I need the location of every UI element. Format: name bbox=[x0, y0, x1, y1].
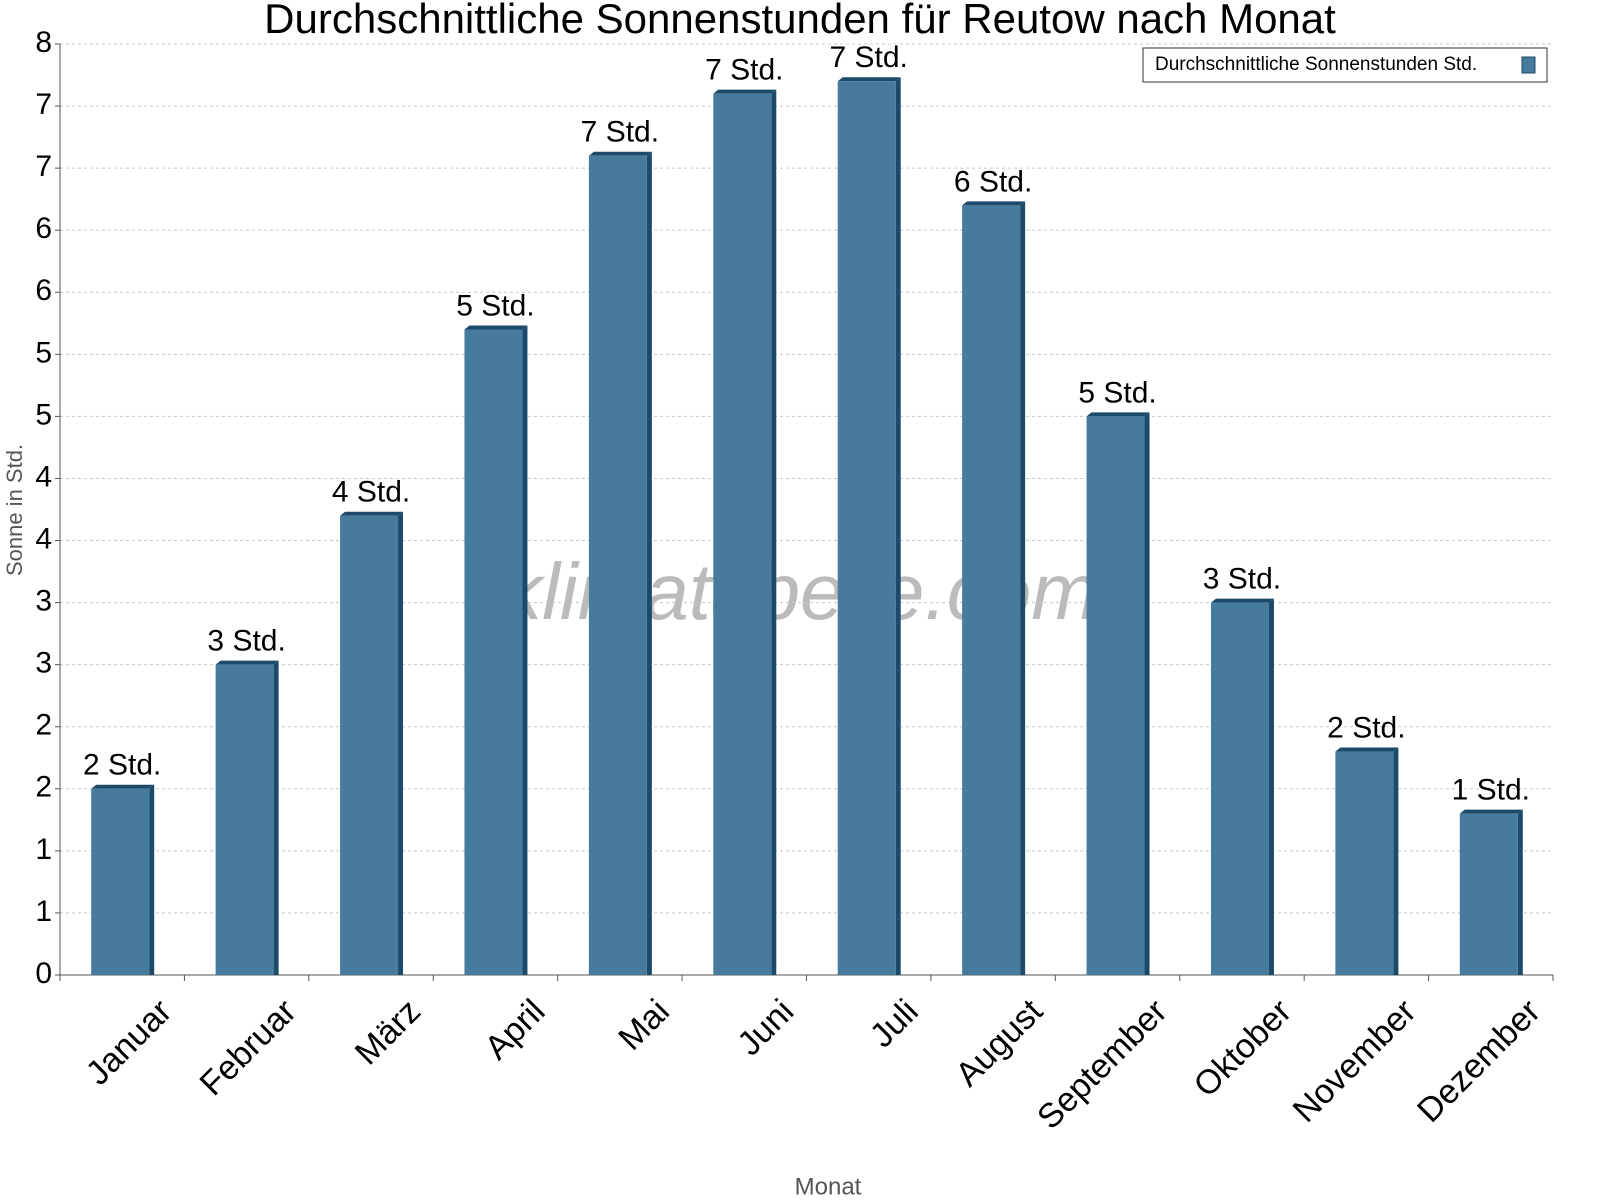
chart-title: Durchschnittliche Sonnenstunden für Reut… bbox=[264, 0, 1336, 42]
bar bbox=[215, 664, 274, 975]
bar-top bbox=[1210, 598, 1274, 603]
x-tick-label: Januar bbox=[79, 992, 179, 1092]
x-tick-label: November bbox=[1286, 992, 1424, 1130]
value-label: 7 Std. bbox=[830, 41, 908, 74]
bar-top bbox=[91, 784, 155, 789]
bar bbox=[1086, 416, 1145, 975]
y-tick-label: 6 bbox=[35, 274, 52, 307]
bar-side bbox=[273, 660, 279, 975]
bar bbox=[1459, 813, 1518, 975]
value-label: 3 Std. bbox=[207, 625, 285, 658]
bar-side bbox=[1268, 598, 1274, 975]
bar-top bbox=[962, 201, 1026, 206]
bar bbox=[588, 155, 647, 976]
bar-top bbox=[1086, 412, 1150, 417]
x-axis-label: Monat bbox=[795, 1173, 862, 1200]
bar bbox=[1210, 602, 1269, 975]
bar-side bbox=[646, 151, 652, 976]
bar-side bbox=[1517, 809, 1523, 975]
bar-side bbox=[522, 325, 528, 975]
x-tick-label: Oktober bbox=[1187, 992, 1299, 1104]
bar bbox=[837, 81, 896, 976]
value-label: 4 Std. bbox=[332, 476, 410, 509]
value-label: 7 Std. bbox=[705, 54, 783, 87]
x-tick-label: Dezember bbox=[1410, 992, 1548, 1130]
y-tick-label: 2 bbox=[35, 771, 52, 804]
bar-top bbox=[1459, 809, 1523, 814]
bar bbox=[713, 93, 772, 976]
y-tick-label: 2 bbox=[35, 709, 52, 742]
bar bbox=[464, 329, 523, 975]
y-tick-label: 7 bbox=[35, 88, 52, 121]
value-label: 1 Std. bbox=[1452, 774, 1530, 807]
bar-top bbox=[1335, 747, 1399, 752]
legend-label: Durchschnittliche Sonnenstunden Std. bbox=[1155, 54, 1477, 75]
x-tick-label: Mai bbox=[611, 992, 677, 1058]
x-tick-label: September bbox=[1030, 992, 1174, 1136]
y-axis-label: Sonne in Std. bbox=[2, 444, 27, 576]
bar-side bbox=[1393, 747, 1399, 975]
bar-top bbox=[588, 151, 652, 156]
legend-swatch bbox=[1521, 56, 1536, 74]
y-tick-label: 7 bbox=[35, 150, 52, 183]
value-label: 5 Std. bbox=[1078, 376, 1156, 409]
bar-side bbox=[398, 511, 404, 975]
x-tick-label: April bbox=[477, 992, 552, 1067]
value-label: 5 Std. bbox=[456, 289, 534, 322]
y-tick-label: 3 bbox=[35, 585, 52, 618]
value-label: 7 Std. bbox=[581, 116, 659, 149]
x-tick-label: Juli bbox=[863, 992, 926, 1055]
bar bbox=[962, 205, 1021, 975]
y-tick-label: 6 bbox=[35, 212, 52, 245]
y-tick-label: 8 bbox=[35, 26, 52, 59]
value-label: 6 Std. bbox=[954, 165, 1032, 198]
bar-top bbox=[713, 89, 777, 94]
value-label: 2 Std. bbox=[83, 749, 161, 782]
value-label: 2 Std. bbox=[1327, 711, 1405, 744]
bar-top bbox=[464, 325, 528, 330]
bar bbox=[1335, 751, 1394, 975]
bar-top bbox=[215, 660, 279, 665]
y-tick-label: 4 bbox=[35, 522, 52, 555]
y-tick-label: 4 bbox=[35, 460, 52, 493]
bar-top bbox=[837, 77, 901, 82]
value-label: 3 Std. bbox=[1203, 563, 1281, 596]
y-tick-label: 1 bbox=[35, 895, 52, 928]
legend-box bbox=[1142, 47, 1548, 83]
y-tick-label: 5 bbox=[35, 398, 52, 431]
x-tick-label: März bbox=[348, 992, 428, 1072]
y-tick-label: 5 bbox=[35, 336, 52, 369]
bar bbox=[340, 515, 399, 975]
x-tick-label: August bbox=[948, 992, 1050, 1094]
y-tick-label: 0 bbox=[35, 957, 52, 990]
bar-side bbox=[895, 77, 901, 976]
x-tick-label: Juni bbox=[730, 992, 801, 1063]
y-tick-label: 3 bbox=[35, 647, 52, 680]
bar-top bbox=[340, 511, 404, 516]
y-tick-label: 1 bbox=[35, 833, 52, 866]
bar-side bbox=[771, 89, 777, 976]
legend: Durchschnittliche Sonnenstunden Std. bbox=[1142, 47, 1548, 83]
bar-side bbox=[1020, 201, 1026, 975]
x-tick-label: Februar bbox=[193, 992, 304, 1103]
bar-side bbox=[1144, 412, 1150, 975]
bar-side bbox=[149, 784, 155, 975]
bar bbox=[91, 788, 150, 975]
